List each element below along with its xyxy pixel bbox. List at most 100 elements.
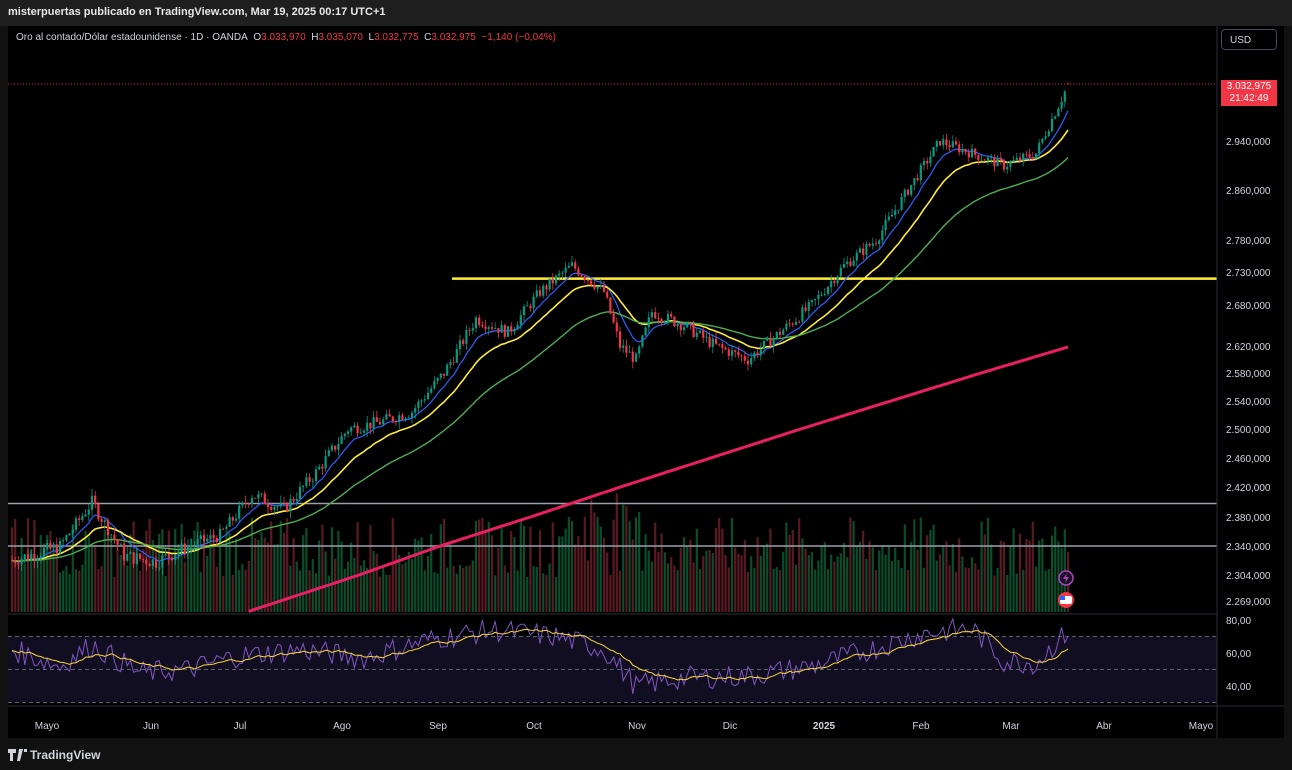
volume-bar [903, 524, 906, 612]
volume-bar [980, 521, 983, 612]
volume-bar [404, 562, 407, 612]
candle-body [337, 444, 340, 450]
candle-body [321, 466, 324, 469]
last-price-value: 3.032,975 [1226, 81, 1272, 92]
volume-bar [945, 541, 948, 612]
candle-body [420, 400, 423, 402]
candle-body [954, 141, 958, 145]
candle-body [583, 276, 586, 280]
currency-button[interactable]: USD [1221, 29, 1277, 50]
candle-body [679, 324, 682, 331]
candle-body [1028, 154, 1031, 158]
candle-body [1054, 116, 1057, 119]
candle-body [1009, 161, 1012, 167]
volume-bar [887, 545, 890, 612]
candle-body [705, 336, 708, 338]
candle-body [433, 381, 436, 389]
volume-bar [135, 547, 138, 612]
candle-body [298, 486, 302, 500]
volume-bar [650, 561, 654, 612]
candle-body [730, 350, 734, 356]
candle-body [71, 529, 74, 534]
volume-bar [721, 528, 724, 612]
candle-body [279, 502, 282, 507]
candle-body [794, 321, 798, 325]
candle-body [426, 392, 430, 400]
candle-body [766, 337, 769, 341]
volume-bar [718, 517, 721, 612]
volume-bar [830, 554, 833, 612]
candle-body [945, 139, 948, 146]
volume-bar [900, 568, 903, 612]
volume-bar [103, 529, 106, 612]
candle-body [1034, 153, 1038, 159]
candle-body [785, 323, 788, 330]
candle-body [417, 401, 420, 409]
volume-bar [186, 549, 190, 612]
candle-body [698, 330, 702, 333]
volume-bar [682, 537, 686, 612]
candle-body [801, 307, 804, 322]
candle-body [634, 353, 638, 362]
price-tick-label: 2.269,000 [1226, 597, 1271, 608]
candle-body [36, 558, 39, 561]
footer-brand[interactable]: TradingView [30, 748, 101, 762]
candle-body [1002, 160, 1006, 170]
candle-body [958, 144, 961, 153]
volume-bar [606, 552, 609, 612]
volume-bar [948, 565, 951, 612]
candle-body [660, 319, 663, 323]
volume-bar [353, 557, 356, 612]
volume-bar [577, 535, 580, 612]
volume-bar [122, 542, 126, 612]
volume-bar [202, 528, 206, 612]
candle-body [743, 355, 746, 361]
volume-bar [36, 557, 39, 612]
candle-body [138, 553, 142, 559]
candle-body [1038, 142, 1041, 154]
candle-body [657, 318, 660, 320]
candle-body [119, 544, 122, 546]
candle-body [551, 278, 554, 284]
volume-bar [1038, 540, 1041, 612]
volume-bar [561, 536, 564, 612]
volume-bar [174, 529, 177, 612]
candle-body [314, 469, 318, 482]
volume-bar [666, 563, 670, 612]
candle-body [798, 321, 801, 323]
tradingview-logo-icon[interactable] [8, 749, 28, 761]
candle-body [490, 327, 494, 329]
candle-body [718, 343, 721, 345]
candle-body [865, 243, 868, 255]
volume-bar [519, 518, 522, 612]
volume-bar [727, 567, 730, 612]
candle-body [935, 141, 938, 147]
candle-body [375, 417, 378, 422]
candle-body [478, 317, 481, 326]
candle-body [558, 273, 561, 276]
volume-bar [855, 546, 858, 612]
volume-bar [574, 544, 577, 612]
volume-bar [622, 504, 625, 612]
volume-bar [794, 564, 798, 612]
candle-body [878, 240, 881, 245]
candle-body [913, 178, 916, 185]
volume-bar [1009, 545, 1012, 612]
candle-body [257, 494, 260, 499]
volume-bar [334, 558, 337, 612]
volume-bar [1022, 569, 1025, 612]
price-tick-label: 2.540,000 [1226, 397, 1271, 408]
volume-bar [938, 554, 942, 612]
volume-bar [250, 517, 254, 612]
candle-body [487, 327, 490, 329]
volume-bar [68, 573, 71, 612]
volume-bar [154, 548, 158, 612]
candle-body [436, 377, 439, 382]
volume-bar [583, 516, 586, 612]
footer: TradingView [0, 740, 1292, 770]
candle-body [212, 535, 215, 539]
volume-bar [167, 530, 170, 612]
volume-bar [458, 564, 462, 612]
chart-panel[interactable] [8, 26, 1284, 738]
